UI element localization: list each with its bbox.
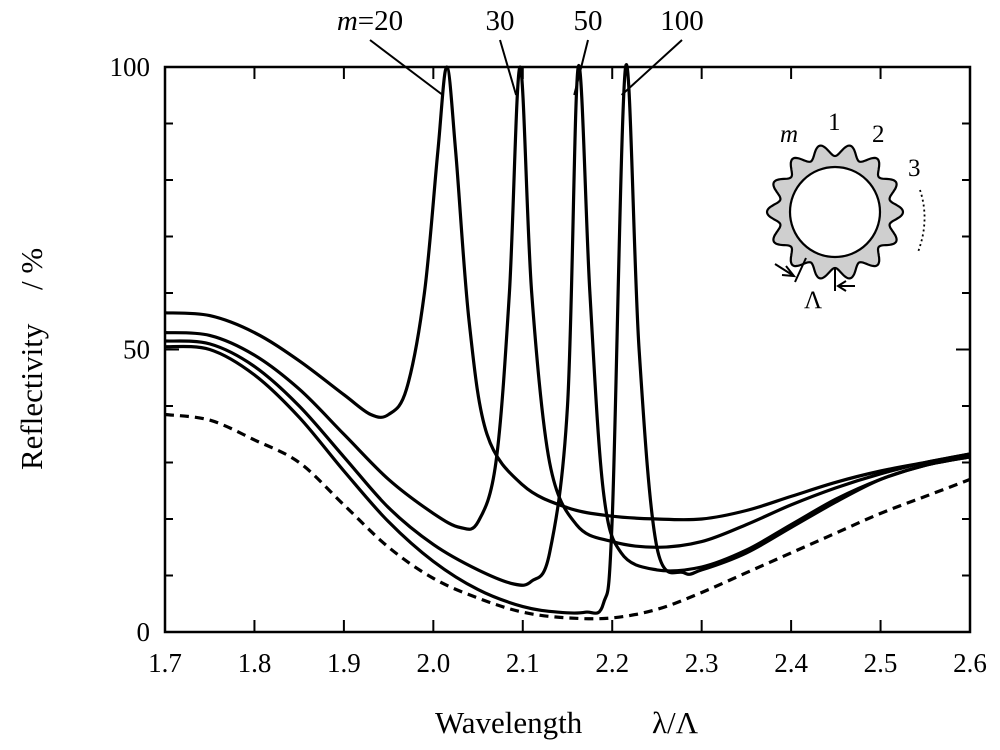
- period-marker-right: [834, 268, 855, 292]
- series-line-m-30: [164, 65, 971, 549]
- callout-label-m50: 50: [574, 5, 603, 37]
- x-axis-symbol: λ/Λ: [652, 705, 699, 740]
- x-tick-label: 2.4: [774, 648, 808, 678]
- peak-callouts: m=20 30 50 100: [337, 5, 704, 96]
- callout-leader-m20: [369, 39, 444, 96]
- series-line-m-100: [164, 63, 971, 615]
- plot-frame: [163, 65, 972, 634]
- x-tick-label: 2.1: [506, 648, 540, 678]
- x-tick-label: 2.5: [864, 648, 898, 678]
- series-layer: [164, 63, 971, 621]
- y-axis-title: Reflectivity: [14, 323, 49, 470]
- callout-label-m30: 30: [486, 5, 515, 37]
- inset-label-3: 3: [908, 155, 921, 182]
- callout-leader-m100: [620, 39, 683, 96]
- series-line-m-50: [164, 64, 971, 587]
- x-tick-label: 1.9: [327, 648, 361, 678]
- y-axis-unit: / %: [14, 248, 49, 290]
- x-axis-title: Wavelength: [435, 705, 583, 740]
- y-tick-label: 100: [110, 52, 151, 82]
- corrugated-ring-inset: m 1 2 3 Λ: [765, 109, 926, 314]
- series-line-m-20: [164, 65, 971, 522]
- inset-period-symbol: Λ: [804, 287, 822, 314]
- x-tick-label: 1.8: [238, 648, 272, 678]
- x-tick-label: 2.2: [595, 648, 629, 678]
- ring-dotted-arc: [917, 189, 926, 253]
- axis-ticks: [164, 66, 971, 633]
- callout-label-m20: m=20: [337, 5, 403, 37]
- callout-label-m100: 100: [660, 5, 704, 37]
- x-tick-label: 2.0: [416, 648, 450, 678]
- y-tick-label: 50: [123, 335, 150, 365]
- callout-leader-m50: [573, 39, 589, 96]
- x-tick-label: 2.3: [685, 648, 719, 678]
- tick-labels: 1.7 1.8 1.9 2.0 2.1 2.2 2.3 2.4 2.5 2.6 0 50 100: [110, 52, 987, 678]
- inset-label-1: 1: [828, 109, 841, 136]
- period-marker-left: [774, 257, 807, 283]
- y-tick-label: 0: [137, 617, 151, 647]
- x-tick-label: 1.7: [148, 648, 182, 678]
- ring-inner-circle: [788, 165, 882, 259]
- x-tick-label: 2.6: [953, 648, 987, 678]
- inset-label-2: 2: [872, 121, 885, 148]
- callout-leader-m30: [499, 39, 518, 96]
- inset-label-m: m: [780, 121, 798, 148]
